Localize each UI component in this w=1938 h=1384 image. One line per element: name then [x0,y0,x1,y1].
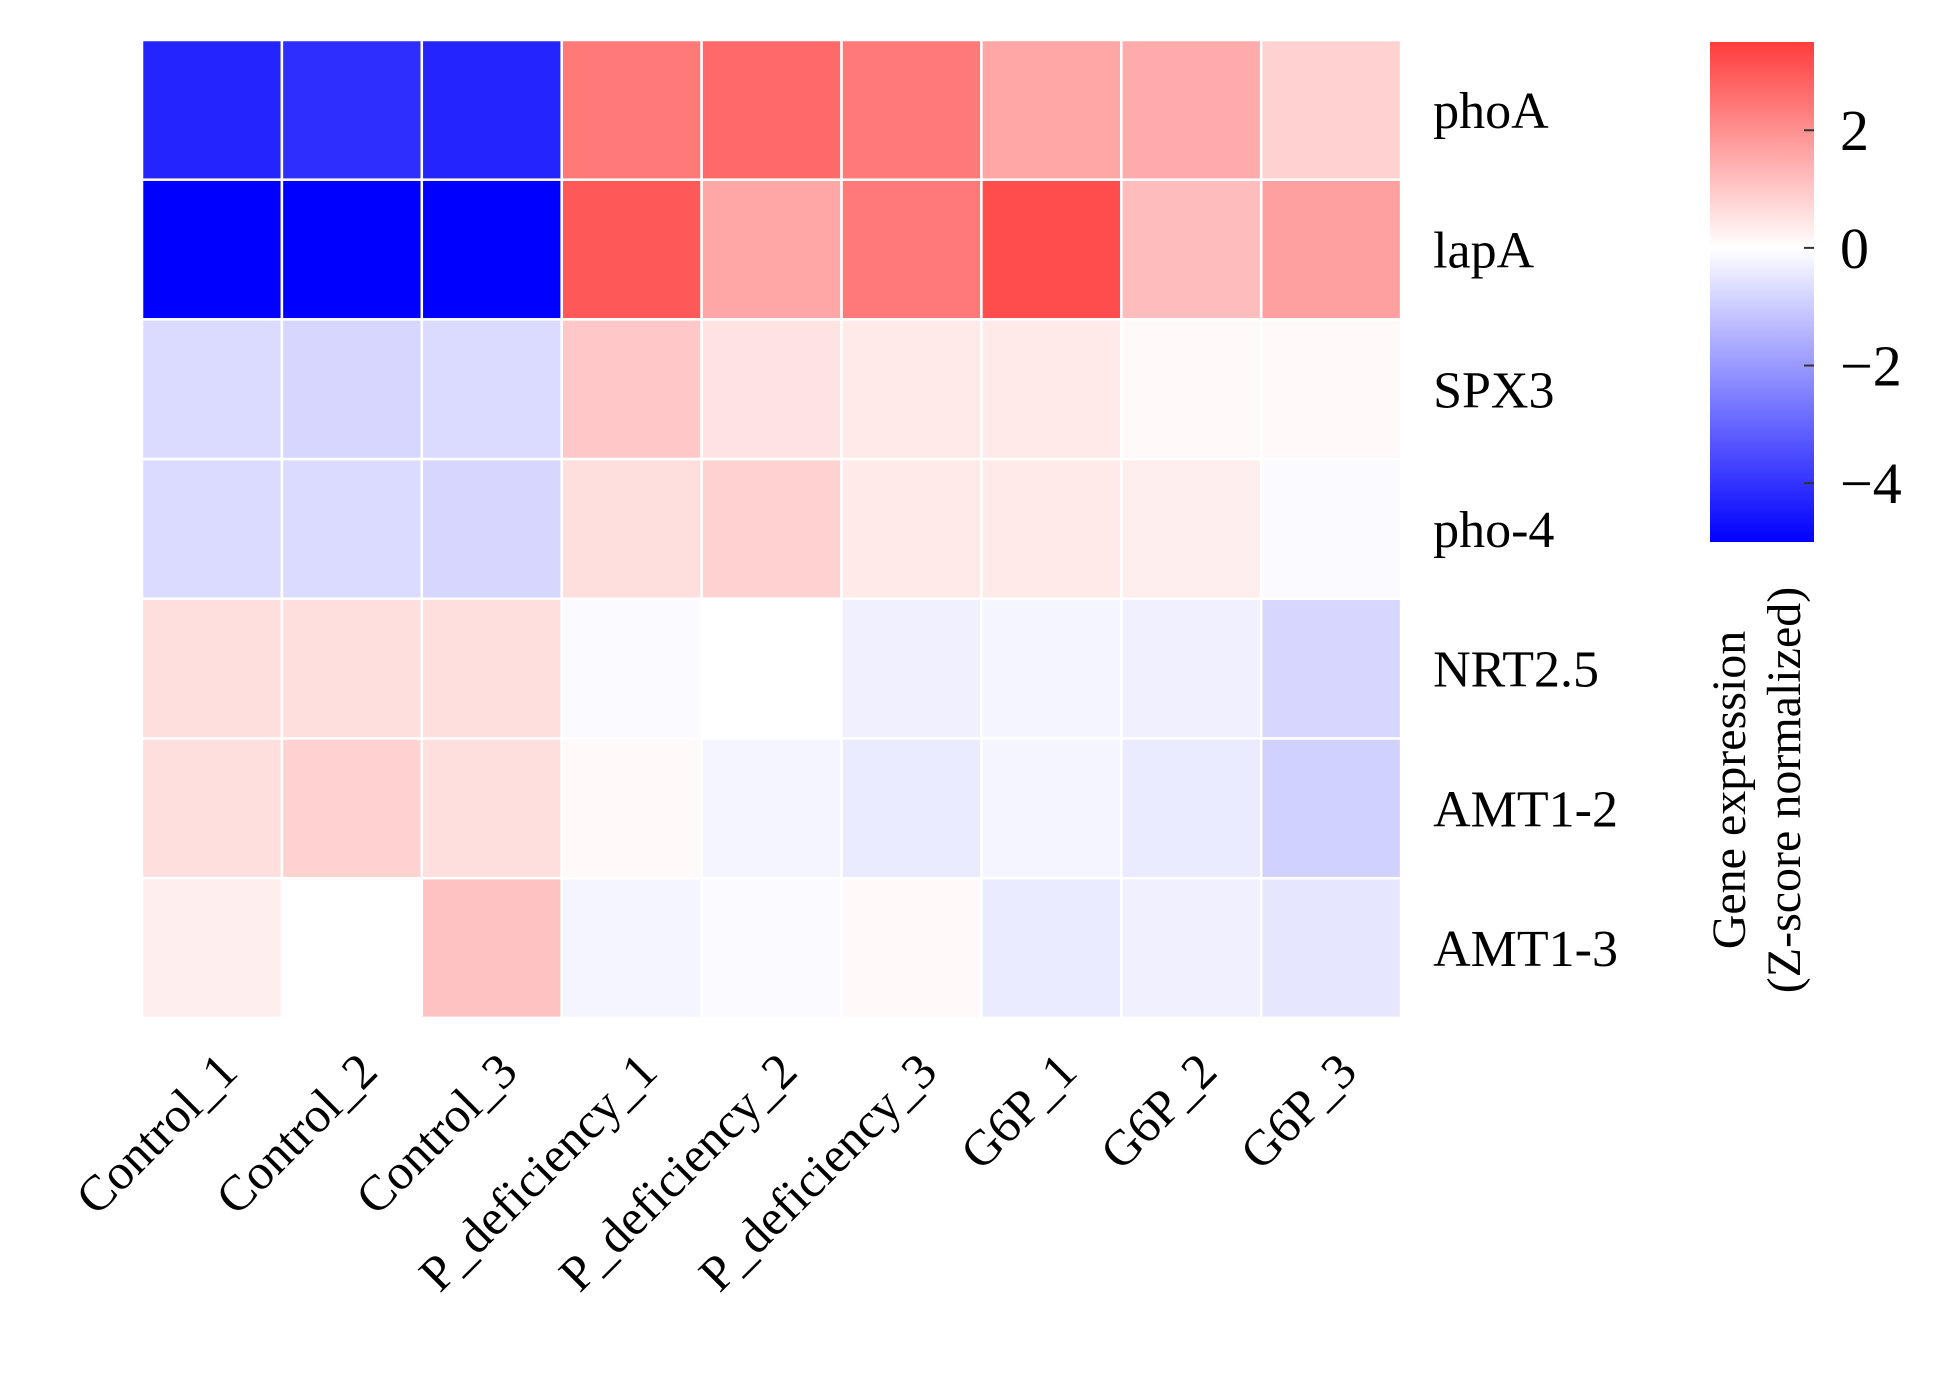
heatmap-cell-NRT2.5-Control_1 [140,597,284,740]
heatmap-cell-SPX3-Control_1 [140,318,284,461]
column-label: P_deficiency_3 [688,1042,948,1302]
heatmap-cell-NRT2.5-G6P_2 [1120,597,1263,740]
heatmap-cell-NRT2.5-G6P_1 [980,597,1123,740]
heatmap-cell-phoA-G6P_3 [1259,38,1403,181]
row-labels: phoA lapA SPX3 pho-4 NRT2.5 AMT1-2 AMT1-3 [1433,83,1618,978]
row-label: SPX3 [1433,362,1554,419]
column-label: P_deficiency_1 [408,1042,668,1302]
heatmap-cell-AMT1-3-G6P_1 [980,876,1123,1020]
colorbar-tick-label: 2 [1840,98,1869,163]
column-label: G6P_3 [1229,1042,1367,1180]
heatmap-cell-SPX3-Control_2 [280,318,424,461]
row-label: AMT1-3 [1433,921,1618,978]
heatmap-cell-phoA-G6P_2 [1120,38,1263,181]
heatmap-cell-NRT2.5-P_deficiency_2 [700,597,843,740]
heatmap-cell-SPX3-Control_3 [420,318,563,461]
heatmap-cell-AMT1-3-Control_1 [140,876,284,1020]
colorbar-tick-label: −2 [1840,334,1902,399]
heatmap-cell-AMT1-2-G6P_1 [980,737,1123,880]
heatmap-cell-AMT1-2-Control_3 [420,737,563,880]
heatmap-cell-phoA-P_deficiency_1 [560,38,703,181]
row-label: pho-4 [1433,502,1554,559]
heatmap-cell-AMT1-2-P_deficiency_1 [560,737,703,880]
heatmap-cell-pho-4-Control_3 [420,457,563,601]
heatmap-cell-AMT1-3-Control_2 [280,876,424,1020]
heatmap-cell-NRT2.5-P_deficiency_1 [560,597,703,740]
heatmap-cell-pho-4-P_deficiency_3 [840,457,983,601]
heatmap-cell-lapA-G6P_3 [1259,178,1403,321]
row-label: phoA [1433,83,1549,140]
heatmap-cell-pho-4-Control_2 [280,457,424,601]
heatmap-cell-AMT1-3-P_deficiency_2 [700,876,843,1020]
heatmap-cell-pho-4-P_deficiency_1 [560,457,703,601]
row-label: lapA [1433,223,1535,280]
heatmap-cell-phoA-G6P_1 [980,38,1123,181]
heatmap-cell-NRT2.5-P_deficiency_3 [840,597,983,740]
heatmap-cell-AMT1-3-Control_3 [420,876,563,1020]
colorbar-gradient [1710,42,1814,542]
heatmap-cell-lapA-G6P_1 [980,178,1123,321]
column-label: G6P_1 [949,1042,1087,1180]
heatmap-cell-SPX3-P_deficiency_3 [840,318,983,461]
heatmap-cell-lapA-P_deficiency_2 [700,178,843,321]
colorbar-title: Gene expression [1703,631,1756,950]
heatmap-cell-AMT1-3-G6P_3 [1259,876,1403,1020]
heatmap-cell-lapA-G6P_2 [1120,178,1263,321]
heatmap-cell-phoA-Control_3 [420,38,563,181]
heatmap-cell-pho-4-G6P_3 [1259,457,1403,601]
colorbar-subtitle: (Z-score normalized) [1758,587,1811,993]
heatmap-cell-SPX3-P_deficiency_2 [700,318,843,461]
colorbar: 2 0 −2 −4 [1710,42,1902,542]
heatmap-cell-AMT1-2-P_deficiency_2 [700,737,843,880]
heatmap-cell-lapA-Control_2 [280,178,424,321]
column-label: P_deficiency_2 [548,1042,808,1302]
heatmap-cells [140,38,1403,1020]
heatmap-cell-lapA-P_deficiency_1 [560,178,703,321]
heatmap-cell-AMT1-2-Control_2 [280,737,424,880]
colorbar-ticks: 2 0 −2 −4 [1804,98,1902,516]
column-labels: Control_1Control_2Control_3P_deficiency_… [65,1042,1367,1302]
heatmap-cell-AMT1-2-G6P_3 [1259,737,1403,880]
heatmap-cell-pho-4-G6P_1 [980,457,1123,601]
heatmap-cell-lapA-Control_1 [140,178,284,321]
heatmap-cell-AMT1-2-Control_1 [140,737,284,880]
heatmap-cell-AMT1-3-G6P_2 [1120,876,1263,1020]
heatmap-cell-AMT1-3-P_deficiency_1 [560,876,703,1020]
heatmap-cell-AMT1-2-G6P_2 [1120,737,1263,880]
heatmap-cell-lapA-Control_3 [420,178,563,321]
heatmap-cell-phoA-P_deficiency_2 [700,38,843,181]
heatmap-cell-phoA-Control_1 [140,38,284,181]
heatmap-cell-NRT2.5-Control_3 [420,597,563,740]
heatmap-cell-NRT2.5-Control_2 [280,597,424,740]
heatmap-cell-SPX3-G6P_2 [1120,318,1263,461]
heatmap-cell-NRT2.5-G6P_3 [1259,597,1403,740]
row-label: AMT1-2 [1433,781,1618,838]
colorbar-tick-label: −4 [1840,451,1902,516]
heatmap-cell-AMT1-2-P_deficiency_3 [840,737,983,880]
heatmap-cell-SPX3-P_deficiency_1 [560,318,703,461]
heatmap-cell-pho-4-Control_1 [140,457,284,601]
heatmap-cell-lapA-P_deficiency_3 [840,178,983,321]
heatmap-cell-SPX3-G6P_1 [980,318,1123,461]
heatmap-cell-pho-4-G6P_2 [1120,457,1263,601]
heatmap-cell-pho-4-P_deficiency_2 [700,457,843,601]
heatmap-cell-phoA-P_deficiency_3 [840,38,983,181]
column-label: G6P_2 [1089,1042,1227,1180]
heatmap-cell-SPX3-G6P_3 [1259,318,1403,461]
heatmap-cell-AMT1-3-P_deficiency_3 [840,876,983,1020]
row-label: NRT2.5 [1433,642,1599,699]
colorbar-tick-label: 0 [1840,216,1869,281]
heatmap-cell-phoA-Control_2 [280,38,424,181]
